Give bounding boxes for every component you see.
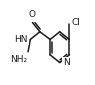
Text: HN: HN: [15, 35, 28, 44]
Text: Cl: Cl: [72, 18, 80, 27]
Text: NH₂: NH₂: [10, 55, 27, 64]
Text: O: O: [29, 10, 36, 19]
Text: N: N: [63, 58, 69, 67]
